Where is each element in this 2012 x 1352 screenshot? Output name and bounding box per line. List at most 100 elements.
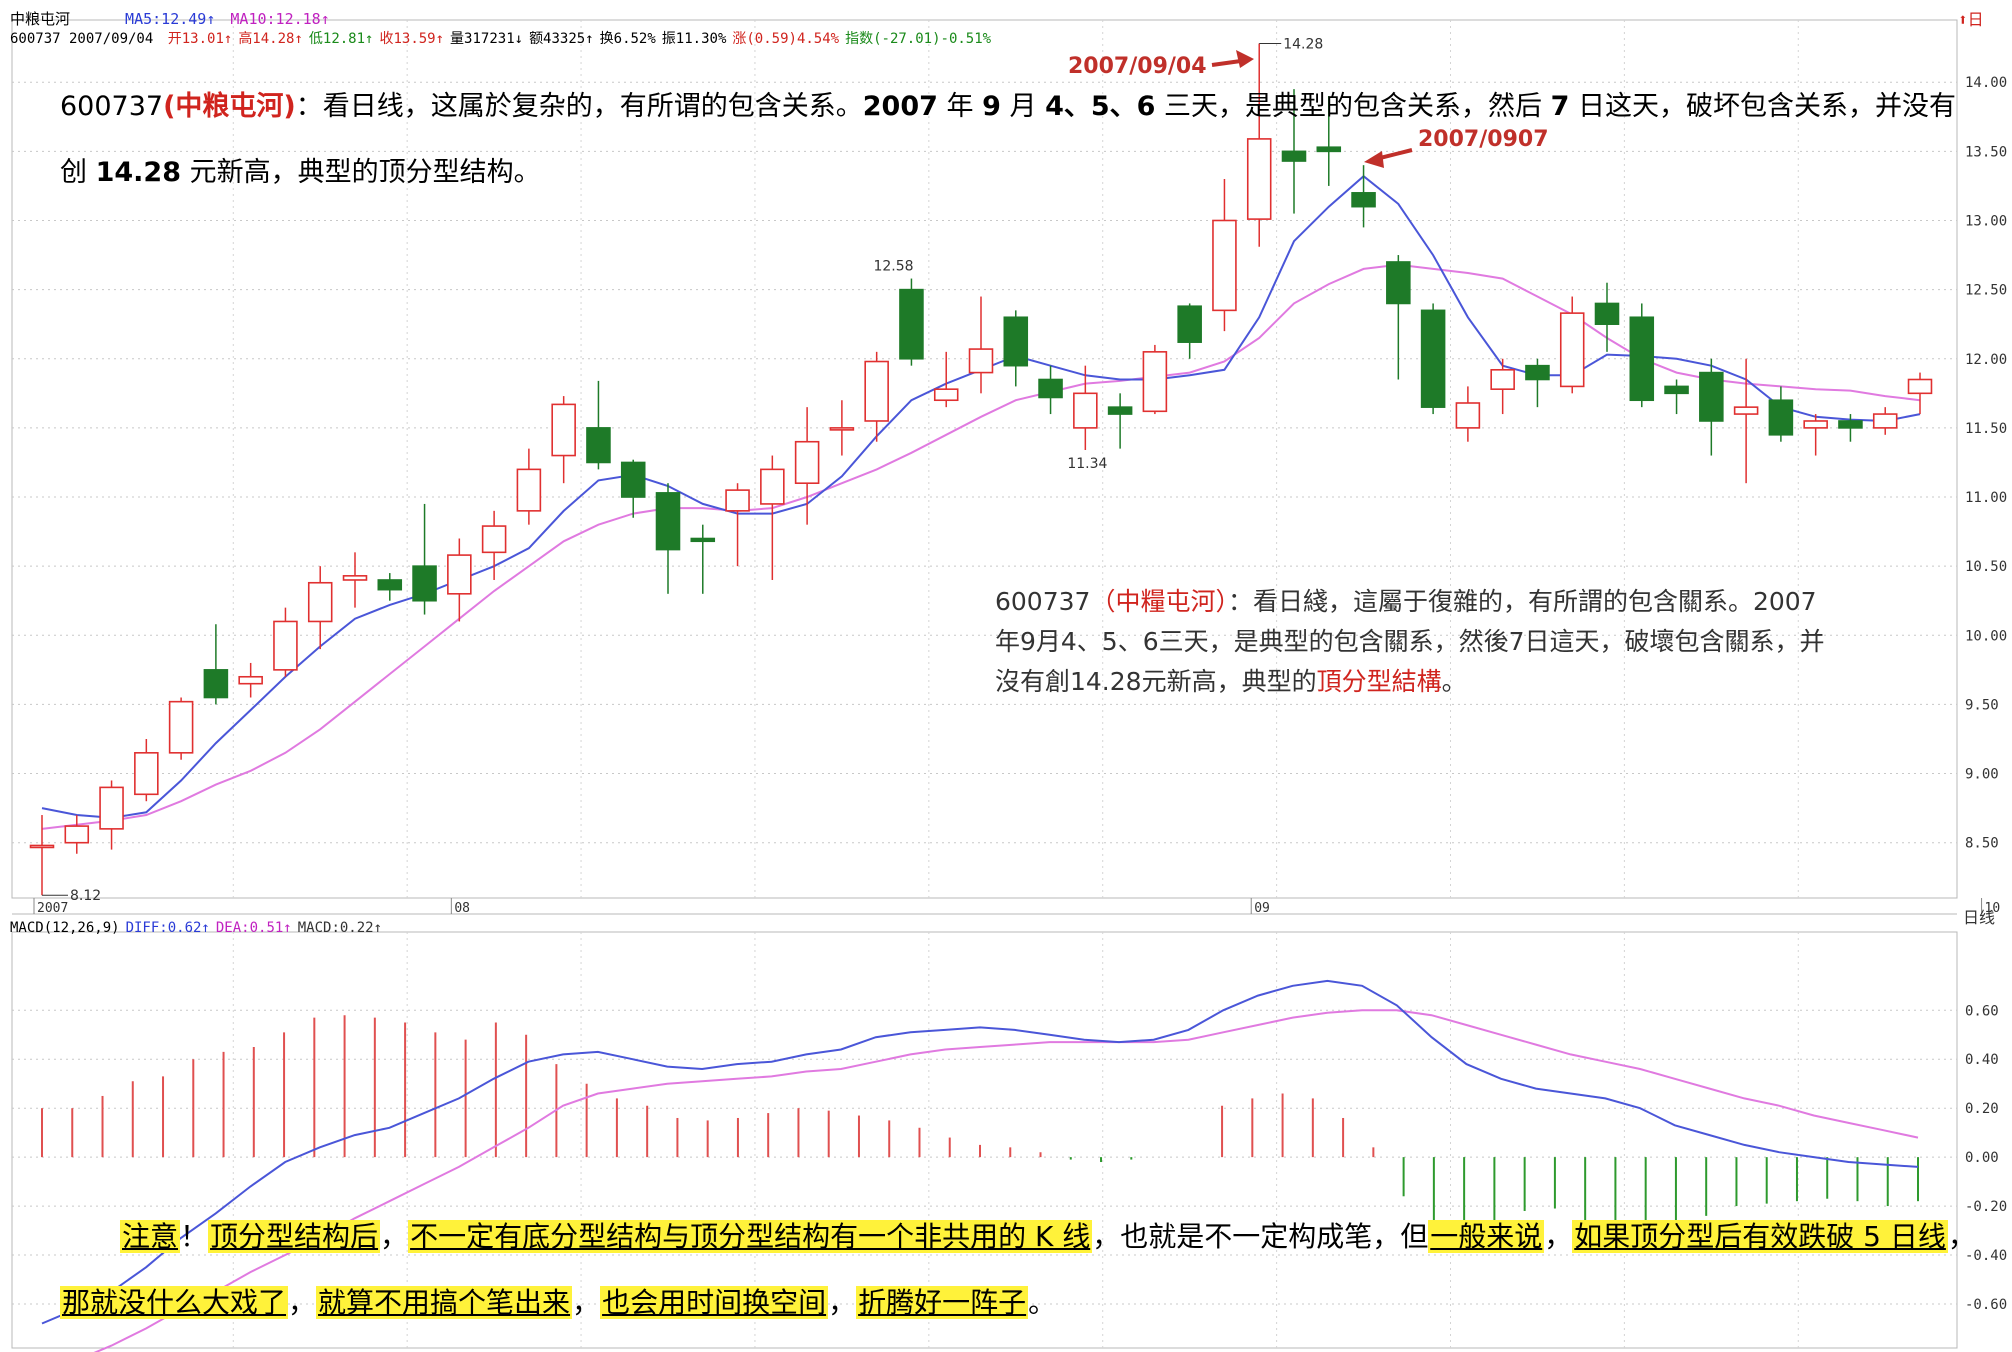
candle (1525, 358, 1550, 408)
candle (1803, 414, 1828, 456)
macd-tick-label: 0.00 (1965, 1150, 1999, 1166)
candle-body-up (29, 844, 55, 849)
peak-arrowhead (1236, 50, 1254, 68)
note-bot-text: ！ (180, 1220, 209, 1253)
ma5-readout: MA5:12.49↑ (125, 10, 216, 28)
candle-body-down (690, 537, 716, 543)
candle-body-down (1386, 261, 1411, 305)
diff-line (41, 979, 1919, 1325)
candle-body-down (655, 492, 681, 551)
price-tick-label: 10.50 (1965, 559, 2007, 575)
candle-body-up (1073, 392, 1098, 429)
candle-body-up (447, 554, 472, 595)
turnover-readout: 换6.52% (599, 31, 656, 47)
note-bottom: 注意！顶分型结构后，不一定有底分型结构与顶分型结构有一个非共用的 K 线，也就是… (60, 1204, 1980, 1336)
note-top-text: ：看日线，这属於复杂的，有所谓的包含关系。 (295, 91, 863, 122)
stock-name: 中粮屯河 (10, 10, 71, 28)
price-tick-label: 14.00 (1965, 75, 2007, 91)
note-top-year: 2007 (862, 91, 938, 122)
note-top-text: 年 (937, 91, 983, 122)
macd-readout: MACD:0.22↑ (297, 920, 383, 936)
candle-body-down (1316, 146, 1342, 153)
date-tick-label: 10 (1985, 901, 2001, 916)
candle (1073, 365, 1098, 451)
note-middle: 600737（中糧屯河）：看日綫，這屬于復雜的，有所謂的包含關系。2007年9月… (995, 582, 1825, 702)
date-tick-label: 08 (454, 901, 470, 916)
candle (1629, 303, 1655, 408)
candle-body-down (1768, 399, 1794, 436)
candle-body-down (1629, 316, 1655, 402)
candle-body-up (551, 403, 576, 457)
header-row-2: 600737 2007/09/04 开13.01↑ 高14.28↑ 低12.81↑ 收… (10, 28, 997, 48)
candle-body-up (1733, 406, 1759, 415)
candle-body-up (725, 489, 750, 512)
candle (1733, 358, 1759, 484)
candle-body-down (203, 669, 229, 699)
candle (1038, 365, 1063, 415)
note-bot-text: ， (288, 1286, 317, 1319)
candle (64, 815, 90, 854)
candle-body-down (1594, 302, 1620, 325)
period-label[interactable]: 日线 (1963, 908, 1996, 927)
candle-body-up (1455, 402, 1481, 429)
amount-readout: 额43325↑ (529, 31, 594, 47)
candle-body-down (377, 579, 403, 591)
price-tick-label: 12.50 (1965, 283, 2007, 299)
price-tick-label: 9.50 (1965, 697, 1999, 713)
candle (1316, 96, 1342, 186)
price-tick-label: 10.00 (1965, 628, 2007, 644)
next-arrowhead (1364, 151, 1384, 168)
candle-body-up (1490, 369, 1515, 390)
amplitude-readout: 振11.30% (661, 31, 727, 47)
note-bot-text: ， (828, 1286, 857, 1319)
candle-body-down (1177, 305, 1202, 343)
candle (1872, 407, 1898, 435)
candle-body-down (412, 565, 437, 602)
price-tick-label: 13.50 (1965, 144, 2007, 160)
candle-body-down (899, 288, 924, 360)
candle-body-up (1803, 420, 1828, 429)
candle (481, 510, 507, 580)
candle (1246, 43, 1272, 247)
candle-body-down (1107, 406, 1133, 415)
macd-tick-label: -0.20 (1965, 1199, 2007, 1215)
candle-body-up (968, 348, 994, 374)
candle (1351, 165, 1376, 228)
candle (1907, 372, 1933, 415)
candle (1386, 255, 1411, 380)
candle-body-up (134, 752, 159, 796)
candle (1768, 386, 1794, 442)
candle (1664, 379, 1689, 415)
candle-body-up (864, 360, 889, 422)
price-tick-label: 13.00 (1965, 213, 2007, 229)
candle (551, 396, 576, 484)
candle (1490, 358, 1515, 415)
date-tick-label: 09 (1254, 901, 1270, 916)
corner-button[interactable]: ⬆日 (1958, 10, 1984, 29)
note-top-price: 14.28 (95, 157, 181, 188)
note-top-text: 元新高，典型的顶分型结构。 (181, 157, 541, 188)
candle (829, 400, 855, 456)
note-bot-text: ， (572, 1286, 601, 1319)
candle-body-down (1664, 385, 1689, 395)
next-date-label: 2007/0907 (1418, 127, 1549, 152)
note-mid-name: （中糧屯河） (1090, 587, 1228, 616)
volume-readout: 量317231↓ (450, 31, 524, 47)
candle-body-up (1212, 219, 1237, 312)
candle-body-up (273, 620, 298, 671)
macd-tick-label: -0.40 (1965, 1248, 2007, 1264)
dea-line (93, 1009, 1919, 1352)
candle-body-up (933, 388, 959, 402)
candle-body-up (168, 700, 194, 754)
candle (899, 278, 924, 366)
note-bot-text: ， (1947, 1220, 1976, 1253)
candle (377, 573, 403, 601)
note-bot-text: ， (1544, 1220, 1573, 1253)
candle-body-down (586, 427, 611, 464)
note-bot-text: ， (380, 1220, 409, 1253)
candle-body-up (1907, 378, 1933, 395)
index-readout: 指数(-27.01)-0.51% (845, 31, 992, 47)
note-bot-text: ，也就是不一定构成笔，但 (1092, 1220, 1429, 1253)
macd-tick-label: 0.40 (1965, 1052, 1999, 1068)
